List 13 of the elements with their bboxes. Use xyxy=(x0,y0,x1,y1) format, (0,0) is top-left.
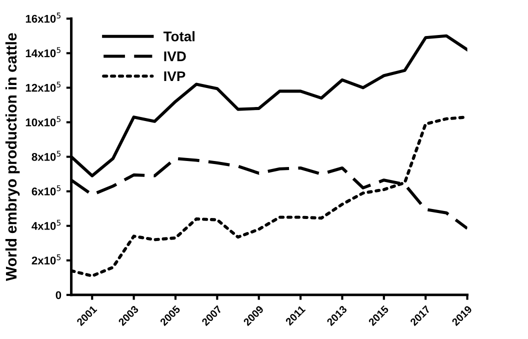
y-tick-label: 4x10$^{5}$ xyxy=(32,220,61,230)
y-tick-label: 6x10$^{5}$ xyxy=(32,185,61,196)
y-axis-title: World embryo production in cattle xyxy=(5,33,20,281)
y-tick-label: 12x10$^{5}$ xyxy=(26,82,60,92)
y-tick-label: 10x10$^{5}$ xyxy=(26,116,60,126)
legend-label: Total xyxy=(163,31,194,42)
legend-label: IVP xyxy=(164,71,186,81)
y-tick-label: 0 xyxy=(56,291,62,300)
y-tick-label: 16x10$^{5}$ xyxy=(26,12,60,23)
legend-label: IVD xyxy=(164,52,186,62)
y-tick-label: 14x10$^{5}$ xyxy=(26,47,60,58)
y-tick-label: 8x10$^{5}$ xyxy=(32,150,61,161)
y-tick-label: 2x10$^{5}$ xyxy=(32,254,61,264)
